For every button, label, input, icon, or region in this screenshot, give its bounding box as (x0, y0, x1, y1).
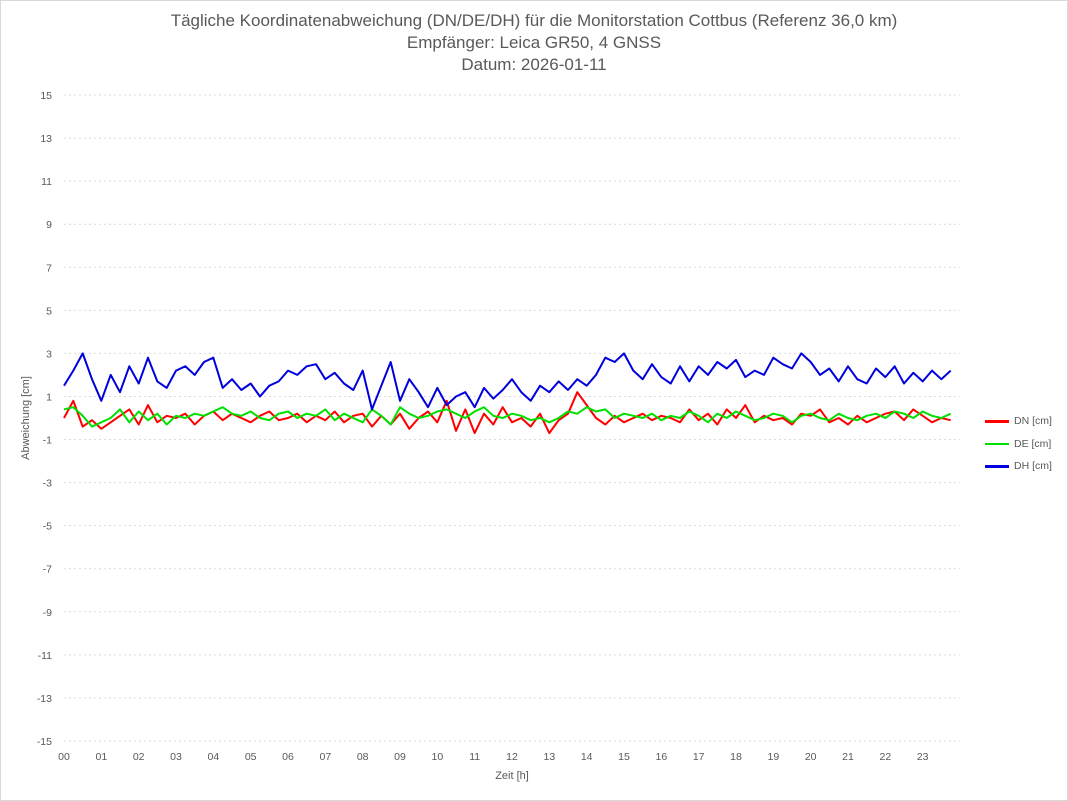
legend-swatch-de (985, 442, 1009, 445)
y-tick-label: 7 (46, 262, 52, 274)
y-tick-label: -5 (43, 521, 52, 533)
chart-title: Tägliche Koordinatenabweichung (DN/DE/DH… (0, 10, 1068, 76)
x-axis-tick-labels: 00 01 02 03 04 05 06 07 08 09 10 11 12 13 14 15 16 17 18 19… (58, 751, 929, 763)
x-tick-label: 11 (469, 751, 480, 763)
legend-item-de: DE [cm] (985, 433, 1052, 456)
legend-label-dh: DH [cm] (1014, 460, 1052, 473)
x-tick-label: 07 (319, 751, 331, 763)
y-axis-tick-labels: 15 13 11 9 7 5 3 1 -1 -3 -5 -7 -9 -11 -13 -15 (37, 90, 52, 748)
y-tick-label: 5 (46, 305, 52, 317)
x-tick-label: 04 (207, 751, 219, 763)
x-tick-label: 00 (58, 751, 70, 763)
x-tick-label: 23 (917, 751, 929, 763)
x-tick-label: 21 (842, 751, 854, 763)
x-tick-label: 09 (394, 751, 406, 763)
y-tick-label: 13 (40, 133, 52, 145)
x-tick-label: 12 (506, 751, 518, 763)
series-line-de (63, 406, 952, 428)
x-tick-label: 22 (879, 751, 891, 763)
y-tick-label: -1 (43, 435, 52, 447)
x-tick-label: 01 (95, 751, 107, 763)
chart-title-line-3: Datum: 2026-01-11 (461, 55, 607, 74)
x-tick-label: 15 (618, 751, 630, 763)
series-line-dn (63, 391, 951, 435)
x-tick-label: 14 (581, 751, 593, 763)
x-tick-label: 10 (431, 751, 443, 763)
y-tick-label: -13 (37, 693, 52, 705)
x-tick-label: 13 (543, 751, 555, 763)
chart-title-line-2: Empfänger: Leica GR50, 4 GNSS (406, 33, 662, 52)
gridlines (64, 94, 960, 742)
legend-label-de: DE [cm] (1014, 437, 1052, 450)
y-tick-label: -9 (43, 607, 52, 619)
x-tick-label: 17 (693, 751, 705, 763)
x-tick-label: 03 (170, 751, 182, 763)
chart-title-line-1: Tägliche Koordinatenabweichung (DN/DE/DH… (170, 11, 898, 30)
series-lines (63, 352, 952, 435)
x-tick-label: 02 (133, 751, 145, 763)
y-tick-label: 3 (46, 348, 52, 360)
y-tick-label: -15 (37, 736, 52, 748)
legend-item-dn: DN [cm] (985, 410, 1052, 433)
x-tick-label: 16 (655, 751, 667, 763)
series-line-dh (63, 352, 952, 411)
legend-swatch-dh (985, 465, 1009, 468)
y-tick-label: -3 (43, 478, 52, 490)
legend-swatch-dn (985, 420, 1009, 423)
x-axis-title: Zeit [h] (495, 770, 529, 782)
legend-item-dh: DH [cm] (985, 455, 1052, 478)
x-tick-label: 18 (730, 751, 742, 763)
y-tick-label: 11 (41, 176, 52, 188)
y-tick-label: 15 (40, 90, 52, 102)
x-tick-label: 19 (767, 751, 779, 763)
y-axis-title: Abweichung [cm] (20, 376, 32, 460)
y-tick-label: -7 (43, 564, 52, 576)
x-tick-label: 20 (805, 751, 817, 763)
x-tick-label: 06 (282, 751, 294, 763)
y-tick-label: 9 (46, 219, 52, 231)
x-tick-label: 08 (357, 751, 369, 763)
y-tick-label: 1 (46, 391, 52, 403)
y-tick-label: -11 (38, 650, 53, 662)
legend-label-dn: DN [cm] (1014, 415, 1052, 428)
legend: DN [cm] DE [cm] DH [cm] (985, 410, 1052, 478)
x-tick-label: 05 (245, 751, 257, 763)
